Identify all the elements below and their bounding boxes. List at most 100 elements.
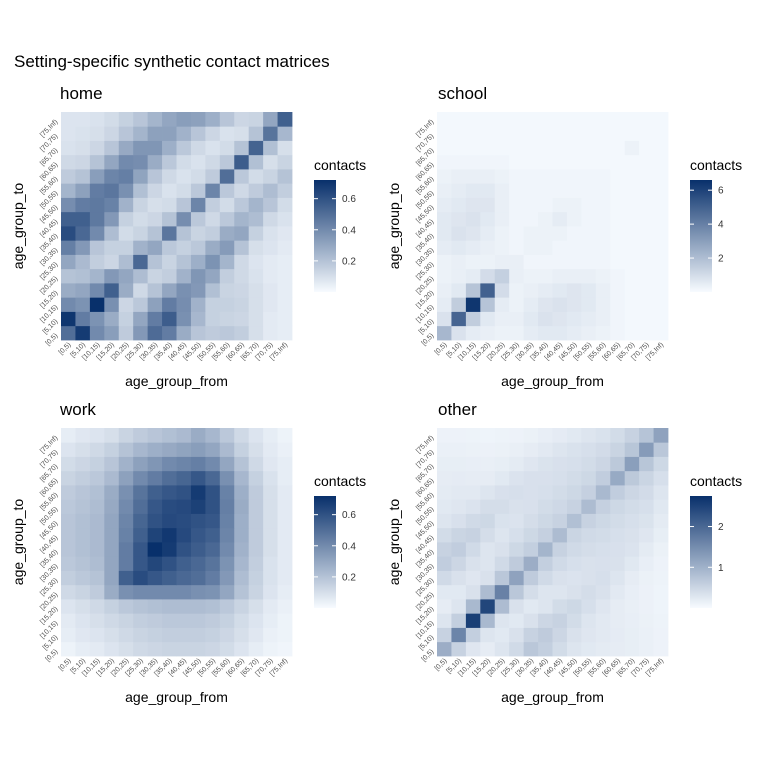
heatmap-cell — [248, 197, 264, 213]
heatmap-cell — [277, 584, 293, 600]
heatmap-cell — [451, 570, 467, 586]
heatmap-cell — [263, 325, 278, 341]
heatmap-cell — [538, 499, 553, 514]
heatmap-cell — [75, 325, 91, 341]
heatmap-cell — [566, 154, 582, 170]
heatmap-cell — [118, 641, 134, 657]
heatmap-cell — [61, 126, 76, 141]
heatmap-cell — [581, 197, 597, 213]
heatmap-cell — [248, 428, 264, 443]
heatmap-cell — [552, 513, 568, 529]
heatmap-cell — [219, 325, 235, 341]
heatmap-cell — [118, 126, 134, 141]
heatmap-cell — [248, 556, 264, 571]
heatmap-cell — [437, 283, 452, 298]
heatmap-cell — [624, 183, 640, 198]
heatmap-cell — [104, 240, 120, 255]
heatmap-cell — [277, 456, 293, 472]
heatmap-cell — [176, 613, 192, 628]
heatmap-cell — [205, 627, 221, 643]
heatmap-cell — [653, 268, 669, 284]
heatmap-cell — [234, 627, 250, 643]
heatmap-cell — [437, 268, 452, 284]
heatmap-cell — [523, 183, 539, 198]
heatmap-cell — [639, 513, 654, 529]
heatmap-cell — [624, 140, 640, 156]
heatmap-cell — [465, 197, 481, 213]
heatmap-cell — [624, 513, 640, 529]
heatmap-cell — [538, 599, 553, 614]
heatmap-cell — [219, 470, 235, 486]
heatmap-cell — [277, 226, 293, 241]
heatmap-cell — [538, 297, 553, 312]
heatmap-cell — [494, 527, 510, 543]
heatmap-cell — [624, 456, 640, 472]
heatmap-cell — [465, 470, 481, 486]
heatmap-cell — [581, 311, 597, 327]
heatmap-cell — [61, 527, 76, 543]
heatmap-cell — [610, 599, 626, 614]
heatmap-cell — [610, 527, 626, 543]
heatmap-cell — [147, 442, 163, 457]
heatmap-cell — [147, 613, 163, 628]
heatmap-cell — [133, 470, 149, 486]
heatmap-cell — [465, 570, 481, 586]
heatmap-cell — [263, 599, 278, 614]
heatmap-cell — [205, 240, 221, 255]
heatmap-cell — [133, 442, 149, 457]
heatmap-cell — [133, 112, 149, 127]
heatmap-cell — [104, 613, 120, 628]
heatmap-cell — [653, 584, 669, 600]
heatmap-cell — [465, 140, 481, 156]
heatmap-cell — [653, 556, 669, 571]
heatmap-cell — [639, 584, 654, 600]
heatmap-cell — [75, 470, 91, 486]
heatmap-cell — [509, 311, 525, 327]
heatmap-cell — [595, 283, 611, 298]
heatmap-cell — [190, 613, 206, 628]
heatmap-cell — [176, 211, 192, 227]
heatmap-cell — [509, 140, 525, 156]
heatmap-cell — [89, 154, 105, 170]
heatmap-cell — [190, 226, 206, 241]
heatmap-cell — [75, 240, 91, 255]
heatmap-cell — [465, 584, 481, 600]
heatmap-cell — [566, 283, 582, 298]
heatmap-cell — [509, 599, 525, 614]
heatmap-cell — [104, 513, 120, 529]
heatmap-cell — [581, 527, 597, 543]
heatmap-cell — [147, 542, 163, 557]
heatmap-cell — [234, 428, 250, 443]
heatmap-cell — [219, 268, 235, 284]
heatmap-cell — [75, 112, 91, 127]
panel-work: work [0,5) [5,10) [10,15) [15,20) [20,25) [25… — [0, 400, 380, 720]
heatmap-cell — [219, 527, 235, 543]
heatmap-cell — [538, 311, 553, 327]
heatmap-cell — [566, 599, 582, 614]
heatmap-cell — [205, 485, 221, 500]
heatmap-cell — [566, 325, 582, 341]
heatmap-cell — [581, 240, 597, 255]
panel-title-work: work — [60, 400, 96, 419]
heatmap-cell — [133, 169, 149, 184]
heatmap-cell — [190, 428, 206, 443]
heatmap-cell — [437, 499, 452, 514]
heatmap-cell — [437, 211, 452, 227]
heatmap-cell — [133, 226, 149, 241]
heatmap-cell — [480, 428, 496, 443]
heatmap-cell — [219, 226, 235, 241]
heatmap-cell — [61, 226, 76, 241]
heatmap-cell — [523, 556, 539, 571]
heatmap-cell — [538, 325, 553, 341]
heatmap-cell — [118, 470, 134, 486]
heatmap-cell — [639, 527, 654, 543]
heatmap-cell — [234, 112, 250, 127]
heatmap-cell — [465, 456, 481, 472]
x-axis-title: age_group_from — [501, 689, 604, 705]
heatmap-cell — [566, 542, 582, 557]
heatmap-cell — [624, 297, 640, 312]
heatmap-cell — [162, 556, 177, 571]
heatmap-cell — [277, 268, 293, 284]
heatmap-cell — [610, 197, 626, 213]
heatmap-cell — [89, 556, 105, 571]
